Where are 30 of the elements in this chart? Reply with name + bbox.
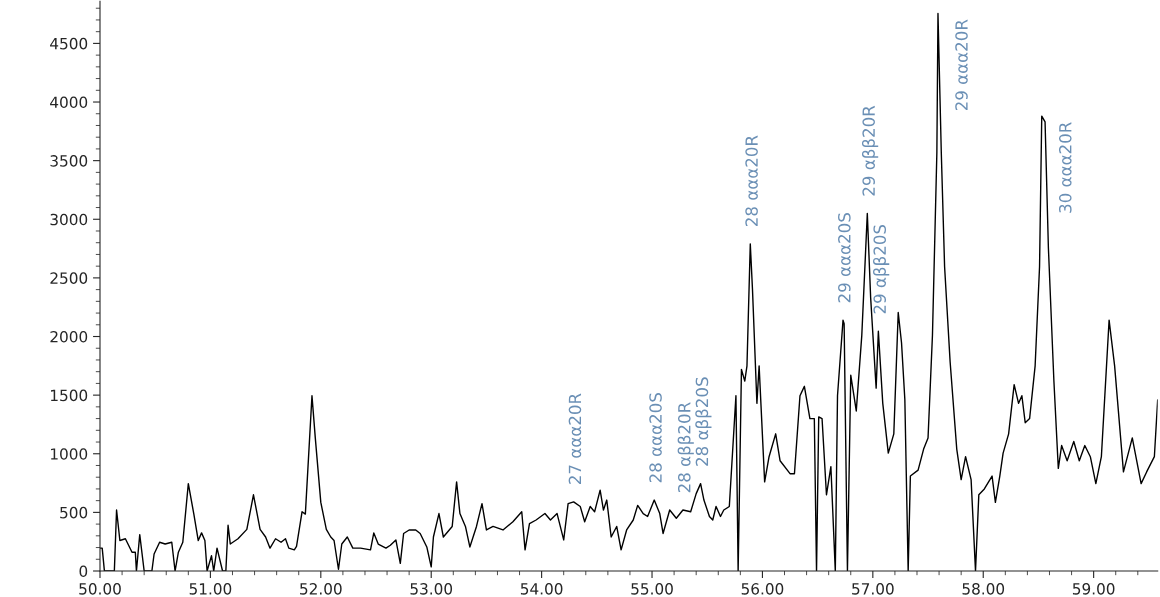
- x-tick-label: 54.00: [520, 583, 563, 595]
- x-tick-label: 56.00: [741, 583, 784, 595]
- y-tick-label: 2000: [50, 330, 88, 343]
- y-tick-label: 1000: [50, 448, 88, 460]
- x-tick-label: 59.00: [1072, 583, 1115, 595]
- annotation: 29 αββ20S: [873, 224, 890, 314]
- y-tick-label: 500: [60, 506, 88, 519]
- y-tick-label: 4000: [50, 96, 88, 109]
- y-tick-label: 1500: [50, 389, 88, 402]
- x-tick-label: 51.00: [189, 583, 232, 595]
- y-tick-label: 3000: [50, 213, 88, 226]
- annotation: 28 ααα20R: [745, 135, 758, 226]
- annotation: 30 ααα20R: [1058, 122, 1072, 213]
- x-tick-label: 55.00: [631, 583, 673, 595]
- x-tick-label: 58.00: [962, 583, 1005, 595]
- annotation: 29 αββ20R: [861, 105, 879, 196]
- x-tick-label: 50.00: [79, 583, 121, 595]
- y-tick-label: 0: [79, 565, 88, 578]
- y-tick-label: 2500: [50, 272, 88, 284]
- x-tick-label: 52.00: [300, 583, 342, 595]
- y-tick-label: 4500: [50, 37, 88, 50]
- annotation: 28 ααα20S: [649, 393, 662, 483]
- x-tick-label: 57.00: [852, 583, 894, 595]
- x-tick-label: 53.00: [410, 583, 453, 595]
- annotation: 29 ααα20R: [955, 19, 968, 111]
- annotation: 28 αββ20S: [695, 377, 712, 466]
- y-tick-label: 3500: [50, 155, 88, 167]
- annotation: 29 ααα20S: [838, 213, 851, 303]
- annotation: 27 ααα20R: [568, 393, 582, 484]
- annotation: 28 αββ20R: [677, 402, 694, 493]
